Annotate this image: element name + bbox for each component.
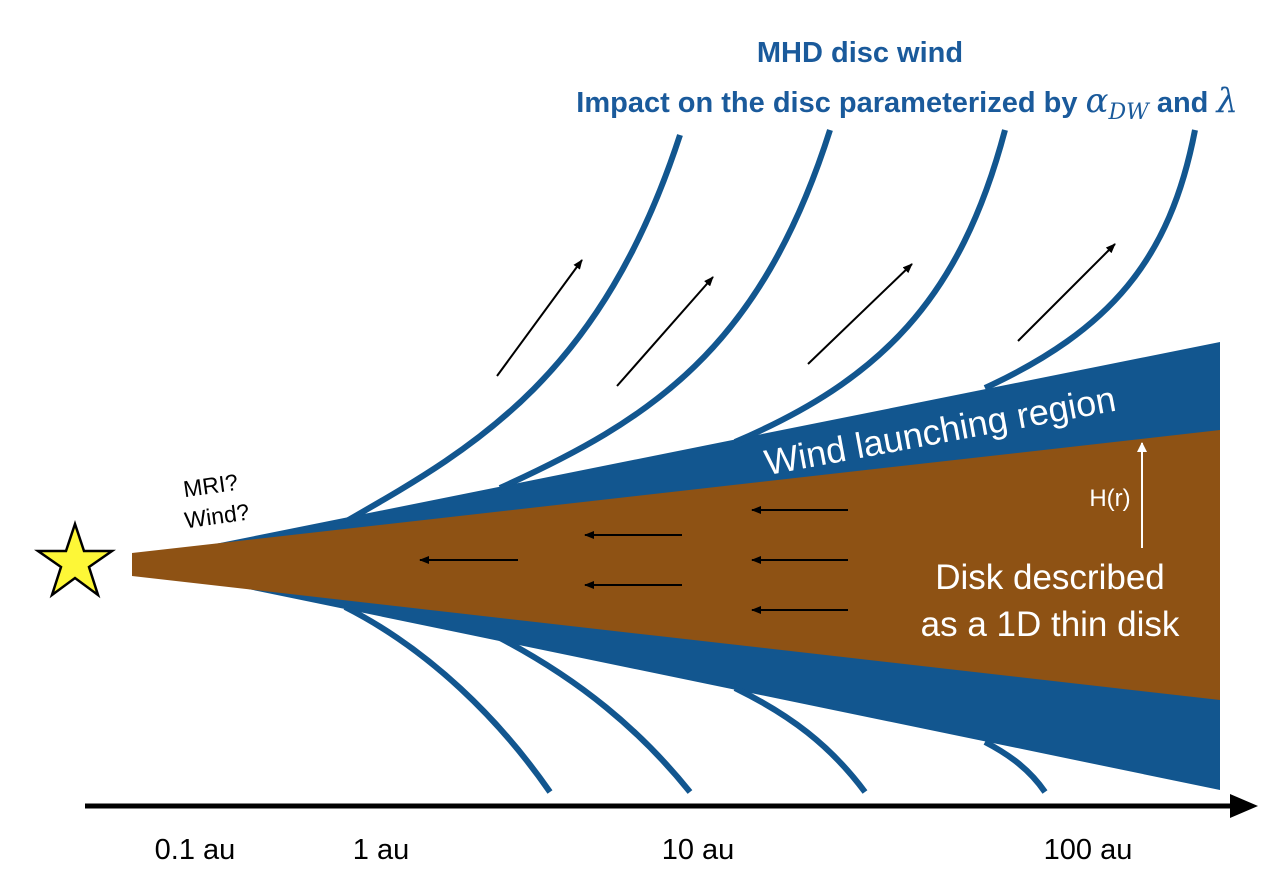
streamline [498, 129, 833, 491]
axis-tick-label: 100 au [1044, 834, 1133, 866]
wind-direction-arrows [496, 243, 1116, 387]
disk-label-line2: as a 1D thin disk [921, 605, 1180, 644]
lambda-symbol: λ [1214, 81, 1238, 121]
streamline [343, 604, 553, 794]
streamline [983, 129, 1198, 391]
streamline [733, 685, 868, 794]
arrow [496, 259, 583, 377]
axis-tick-label: 1 au [353, 834, 409, 866]
streamline [498, 635, 693, 794]
arrow [1017, 243, 1116, 342]
accretion-arrows [419, 506, 848, 614]
mri-label: MRI? [182, 469, 240, 502]
streamline [983, 739, 1048, 794]
axis-tick-label: 10 au [662, 834, 735, 866]
scale-height-label: H(r) [1089, 485, 1130, 512]
alpha-subscript: DW [1108, 100, 1152, 125]
star-icon [34, 520, 116, 599]
wind-streamlines-lower [343, 604, 1048, 794]
disk-label-line1: Disk described [935, 558, 1165, 597]
thin-disk [132, 430, 1220, 700]
inner-disk-question: MRI? Wind? [182, 469, 251, 534]
title-prefix: Impact on the disc parameterized by [576, 87, 1085, 119]
title-and: and [1149, 87, 1217, 119]
streamline [343, 134, 683, 525]
arrow [616, 276, 714, 387]
arrow [807, 263, 913, 365]
streamline [733, 129, 1008, 445]
alpha-symbol: α [1086, 81, 1109, 121]
axis-arrowhead [1230, 794, 1258, 818]
title-line2: Impact on the disc parameterized by αDW … [576, 81, 1238, 125]
axis-tick-label: 0.1 au [155, 834, 236, 866]
wind-streamlines-upper [343, 129, 1198, 525]
wind-question-label: Wind? [183, 499, 251, 534]
title-line1: MHD disc wind [757, 37, 963, 69]
